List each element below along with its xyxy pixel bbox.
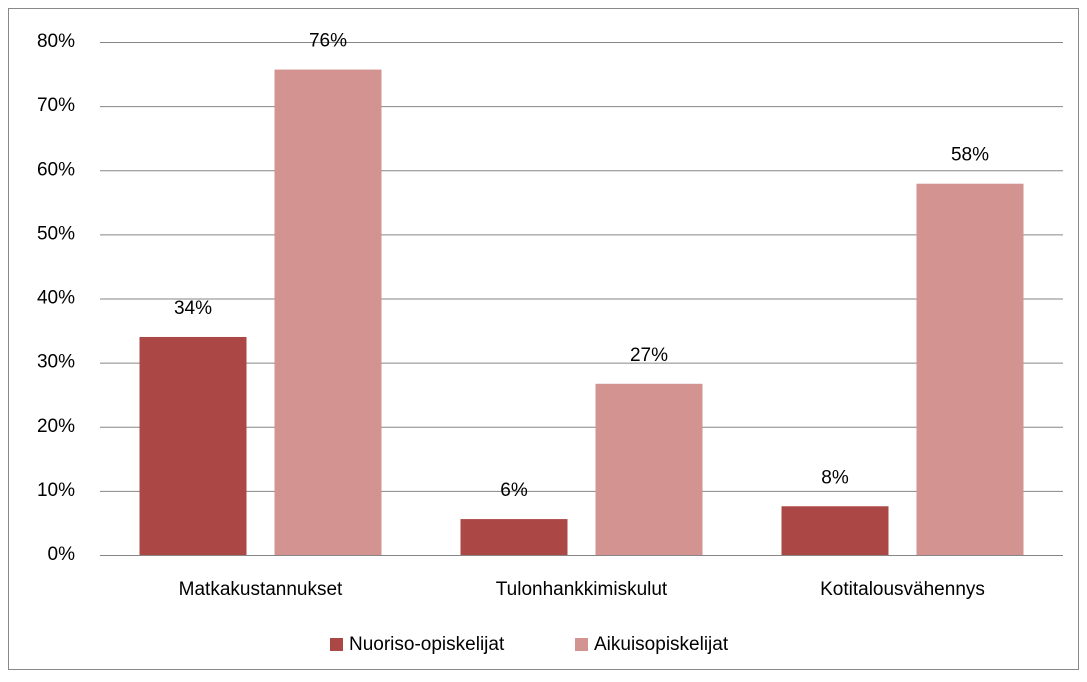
y-tick-label: 30% xyxy=(37,352,75,373)
bar xyxy=(460,519,568,555)
y-tick-label: 60% xyxy=(37,159,75,180)
x-tick-label: Matkakustannukset xyxy=(179,579,343,600)
data-label: 58% xyxy=(951,145,989,166)
y-tick-label: 40% xyxy=(37,288,75,309)
bar xyxy=(595,383,703,555)
y-tick-label: 80% xyxy=(37,31,75,52)
legend-swatch xyxy=(330,638,343,651)
x-tick-label: Kotitalousvähennys xyxy=(820,579,985,600)
data-label: 8% xyxy=(821,467,849,488)
bar xyxy=(139,336,247,555)
legend-label: Aikuisopiskelijat xyxy=(594,634,729,655)
x-tick-label: Tulonhankkimiskulut xyxy=(496,579,668,600)
legend-label: Nuoriso-opiskelijat xyxy=(349,634,505,655)
data-label: 34% xyxy=(174,298,212,319)
data-label: 76% xyxy=(309,31,347,52)
bar xyxy=(274,69,382,555)
y-tick-label: 20% xyxy=(37,416,75,437)
legend-swatch xyxy=(575,638,588,651)
y-tick-label: 50% xyxy=(37,223,75,244)
data-label: 6% xyxy=(500,480,528,501)
y-tick-label: 10% xyxy=(37,480,75,501)
data-label: 27% xyxy=(630,345,668,366)
y-tick-label: 70% xyxy=(37,95,75,116)
bar xyxy=(781,506,889,555)
bar xyxy=(916,183,1024,555)
y-tick-label: 0% xyxy=(48,544,76,565)
